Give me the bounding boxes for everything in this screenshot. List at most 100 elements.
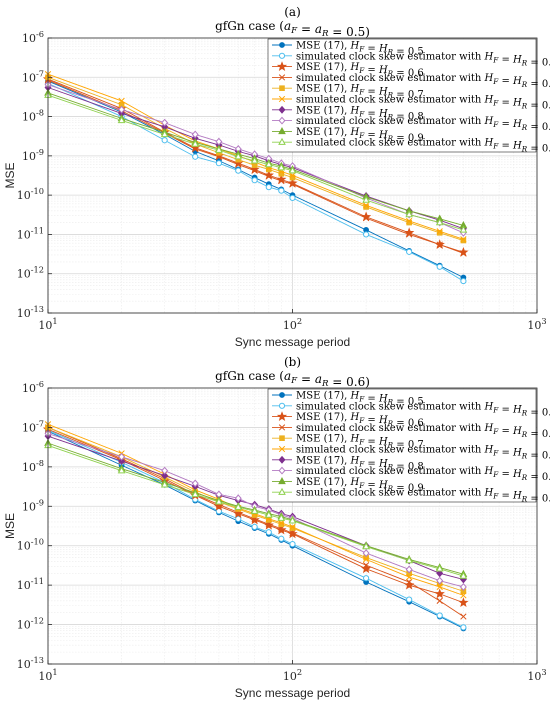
series-line [47,433,464,588]
y-tick-label: 10-10 [17,537,44,553]
data-point [406,578,413,586]
x-axis-label: Sync message period [235,686,350,700]
data-point [406,231,413,238]
data-point [215,145,223,153]
legend-label: MSE (17), HF = HR = 0.7 [296,434,424,451]
legend-marker [278,477,286,485]
data-point [436,583,443,591]
data-point [234,152,243,160]
series-line [47,80,464,278]
legend-entry: simulated clock skew estimator with HF =… [272,423,550,440]
legend-label: MSE (17), HF = HR = 0.7 [296,84,424,101]
y-axis-label: MSE [3,162,17,188]
data-point [265,184,272,191]
data-point [406,248,413,255]
data-point [191,490,200,498]
data-point [251,177,258,184]
data-point [460,592,467,599]
chart-panel-b: 10-13 10-12 10-11 10-10 10-9 10-8 10-7 10-6 101 1… [3,355,550,700]
data-point [191,479,199,488]
legend-label: MSE (17), HF = HR = 0.8 [296,455,424,472]
x-tick-label: 102 [283,667,302,683]
y-tick-label: 10-12 [17,616,44,632]
data-point [215,508,222,515]
y-tick-label: 10-13 [17,655,44,671]
series-10 [44,441,468,579]
legend-marker [278,95,286,103]
data-point [287,177,298,188]
legend-entry: simulated clock skew estimator with HF =… [272,116,550,133]
data-point [215,160,222,167]
legend-entry: simulated clock skew estimator with HF =… [272,95,550,112]
data-point [362,202,370,209]
data-point [264,160,273,168]
data-point [117,466,126,474]
data-point [161,466,169,475]
series-line [47,442,464,575]
data-point [436,263,443,270]
y-tick-label: 10-6 [22,29,44,45]
y-tick-label: 10-9 [22,497,44,513]
series-line [47,428,464,604]
data-point [288,516,297,524]
legend-marker [279,392,285,398]
data-point [436,576,444,585]
legend-box [267,388,537,503]
series-2 [44,80,467,285]
data-point [460,277,467,285]
data-point [406,217,413,225]
y-tick-label: 10-12 [17,265,44,281]
data-point [436,230,443,236]
data-point [235,161,242,168]
data-point [278,187,285,194]
data-point [118,452,126,461]
legend-entry: MSE (17), HF = HR = 0.7 [272,434,424,451]
data-point [362,542,370,550]
legend-entry: simulated clock skew estimator with HF =… [272,73,550,90]
legend-marker [278,137,286,145]
chart-title: gfGn case (aF = aR = 0.5) [215,19,370,39]
data-point [362,562,370,569]
legend-marker [278,455,286,464]
legend-label: simulated clock skew estimator with HF =… [296,423,550,440]
series-line [47,429,464,628]
data-point [265,529,272,536]
legend-label: simulated clock skew estimator with HF =… [296,73,550,90]
data-point [459,571,468,579]
data-point [289,172,296,179]
x-tick-label: 102 [283,316,302,332]
data-point [362,195,370,203]
legend-marker [279,85,285,92]
data-point [434,588,445,599]
data-point [363,575,370,582]
data-point [251,167,258,174]
series-line [47,73,464,240]
data-point [435,218,444,226]
legend-entry: simulated clock skew estimator with HF =… [272,138,550,155]
series-line [47,423,464,596]
data-point [436,612,443,619]
legend-marker [278,116,286,125]
data-point [362,556,370,563]
data-point [362,214,370,222]
data-point [277,163,286,171]
series-line [47,82,464,282]
data-point [289,523,296,531]
data-point [161,137,168,144]
series-line [47,76,464,241]
legend-marker [278,445,286,453]
legend-label: MSE (17), HF = HR = 0.9 [296,477,424,494]
legend-entry: simulated clock skew estimator with HF =… [272,401,550,418]
legend-entry: MSE (17), HF = HR = 0.5 [272,391,424,408]
legend-label: MSE (17), HF = HR = 0.9 [296,127,424,144]
data-point [235,515,242,522]
data-point [405,556,413,564]
data-point [276,524,287,535]
legend-label: MSE (17), HF = HR = 0.5 [296,391,424,408]
legend-entry: simulated clock skew estimator with HF =… [272,445,550,462]
data-point [289,194,296,202]
data-point [161,118,169,127]
legend-entry: simulated clock skew estimator with HF =… [272,51,550,68]
x-axis-label: Sync message period [235,335,350,349]
